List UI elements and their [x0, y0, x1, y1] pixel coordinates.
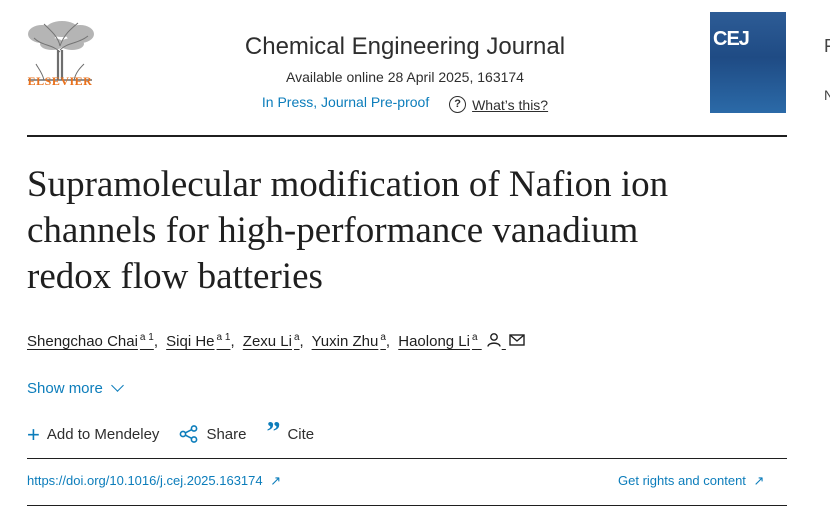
- sidebar-edge-text-n: N: [824, 87, 830, 103]
- divider: [27, 458, 787, 459]
- availability-date: Available online 28 April 2025, 163174: [286, 69, 524, 85]
- show-more-label: Show more: [27, 380, 103, 397]
- add-to-mendeley-label: Add to Mendeley: [46, 425, 160, 443]
- question-circle-icon: ?: [449, 96, 467, 113]
- press-status-row: In Press, Journal Pre-proof ? What’s thi…: [180, 94, 630, 113]
- cite-label: Cite: [287, 425, 315, 443]
- author-link[interactable]: Zexu Li a: [242, 332, 300, 350]
- doi-link[interactable]: https://doi.org/10.1016/j.cej.2025.16317…: [27, 473, 281, 489]
- author-link[interactable]: Siqi He a 1: [166, 332, 231, 350]
- whats-this-label: What’s this?: [472, 96, 549, 113]
- add-to-mendeley-button[interactable]: + Add to Mendeley: [27, 421, 160, 447]
- author-link-corresponding[interactable]: Haolong Li a: [398, 332, 525, 350]
- quote-icon: ”: [266, 417, 281, 448]
- journal-cover-image[interactable]: [710, 12, 786, 113]
- chevron-down-icon: [111, 379, 124, 392]
- whats-this-link[interactable]: ? What’s this?: [449, 96, 548, 113]
- article-title-line: redox flow batteries: [27, 256, 323, 297]
- elsevier-tree-icon[interactable]: [22, 10, 98, 92]
- share-label: Share: [206, 425, 247, 443]
- author-link[interactable]: Shengchao Chai a 1: [27, 332, 154, 350]
- divider: [27, 505, 787, 506]
- share-button[interactable]: Share: [179, 425, 246, 443]
- doi-label: https://doi.org/10.1016/j.cej.2025.16317…: [27, 473, 263, 488]
- share-icon: [180, 425, 198, 443]
- external-link-arrow-icon: ↗: [270, 473, 282, 488]
- article-title-line: channels for high-performance vanadium: [27, 210, 639, 251]
- journal-title[interactable]: Chemical Engineering Journal: [244, 33, 566, 60]
- sidebar-edge-text-f: F: [824, 36, 830, 56]
- external-link-arrow-icon: ↗: [753, 473, 765, 488]
- cite-button[interactable]: ” Cite: [266, 417, 315, 448]
- plus-icon: +: [27, 421, 40, 447]
- article-title: Supramolecular modification of Nafion io…: [27, 162, 797, 300]
- cover-abbrev: CEJ: [713, 28, 750, 50]
- publisher-name[interactable]: ELSEVIER: [27, 74, 93, 88]
- author-link[interactable]: Yuxin Zhu a: [311, 332, 386, 350]
- press-status: In Press, Journal Pre-proof: [261, 94, 430, 110]
- rights-label: Get rights and content: [618, 473, 746, 488]
- divider: [27, 135, 787, 137]
- author-list: Shengchao Chai a 1, Siqi He a 1, Zexu Li a,…: [27, 332, 525, 350]
- show-more-button[interactable]: Show more: [27, 379, 124, 397]
- article-actions: + Add to Mendeley Share ” Cite: [27, 417, 315, 448]
- article-title-line: Supramolecular modification of Nafion io…: [27, 164, 669, 205]
- person-icon: [487, 333, 501, 347]
- envelope-icon: [509, 334, 525, 346]
- rights-link[interactable]: Get rights and content ↗: [618, 473, 764, 489]
